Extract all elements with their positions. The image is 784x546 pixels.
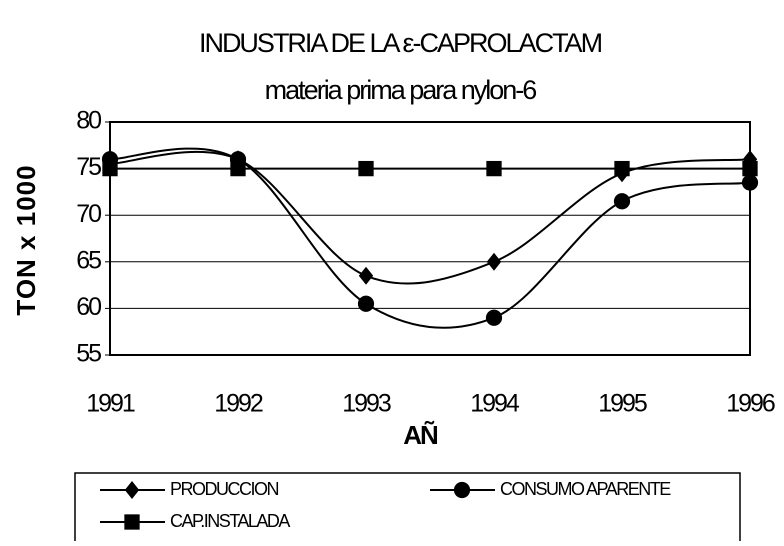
y-tick-label: 65 <box>76 246 101 274</box>
x-tick-label: 1996 <box>726 390 775 418</box>
chart-title: INDUSTRIA DE LA ε-CAPROLACTAM <box>199 28 602 58</box>
y-tick-label: 80 <box>76 107 101 135</box>
plot-frame <box>109 121 751 356</box>
y-tick-label: 75 <box>76 153 101 181</box>
x-tick-label: 1993 <box>342 390 391 418</box>
y-axis-label: TON x 1000 <box>11 164 41 315</box>
series-line <box>109 151 751 285</box>
series-line <box>109 147 751 329</box>
x-tick-label: 1992 <box>214 390 263 418</box>
x-tick-label: 1994 <box>470 390 520 418</box>
data-point <box>358 160 374 177</box>
legend-label: CAP.INSTALADA <box>170 511 290 531</box>
x-tick-label: 1991 <box>86 390 135 418</box>
legend-marker <box>453 481 471 499</box>
data-point <box>486 252 502 271</box>
data-point <box>357 295 375 312</box>
y-tick-label: 60 <box>76 293 101 321</box>
legend-marker <box>124 514 140 530</box>
data-point <box>358 266 374 285</box>
data-point <box>486 160 502 177</box>
legend-label: PRODUCCION <box>170 479 279 499</box>
data-point <box>230 160 246 177</box>
chart-subtitle: materia prima para nylon-6 <box>265 75 537 105</box>
x-tick-label: 1995 <box>598 390 647 418</box>
x-axis-label: AÑ <box>403 420 438 450</box>
legend-label: CONSUMO APARENTE <box>500 479 671 499</box>
y-tick-label: 70 <box>76 200 101 228</box>
legend-marker <box>124 481 140 499</box>
data-point <box>614 160 630 177</box>
data-point <box>485 309 503 326</box>
data-point <box>741 174 759 191</box>
data-point <box>102 160 118 177</box>
data-point <box>742 160 758 177</box>
y-tick-label: 55 <box>76 340 101 368</box>
data-point <box>613 193 631 210</box>
